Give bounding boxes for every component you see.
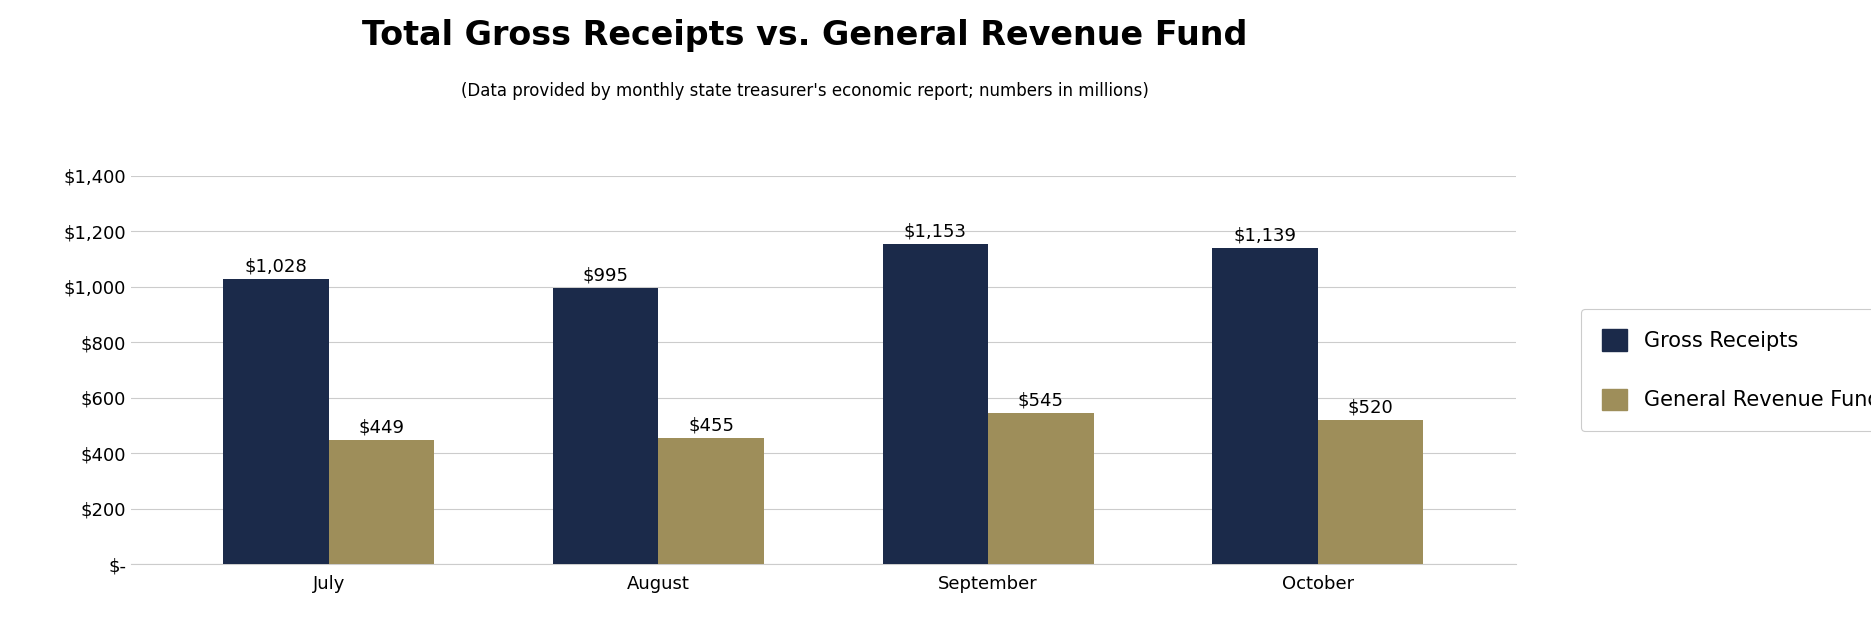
Bar: [329, 440, 434, 564]
Bar: [554, 288, 659, 564]
Bar: [223, 279, 329, 564]
Text: $1,139: $1,139: [1233, 227, 1297, 245]
Text: $1,153: $1,153: [904, 223, 967, 241]
Bar: [988, 413, 1093, 564]
Legend: Gross Receipts, General Revenue Fund: Gross Receipts, General Revenue Fund: [1581, 308, 1871, 431]
Text: $449: $449: [359, 418, 404, 436]
Text: $520: $520: [1347, 399, 1394, 416]
Text: $995: $995: [582, 266, 629, 285]
Text: Total Gross Receipts vs. General Revenue Fund: Total Gross Receipts vs. General Revenue…: [361, 19, 1248, 52]
Bar: [1212, 248, 1317, 564]
Bar: [1317, 420, 1424, 564]
Text: (Data provided by monthly state treasurer's economic report; numbers in millions: (Data provided by monthly state treasure…: [460, 82, 1149, 100]
Text: $1,028: $1,028: [245, 258, 307, 275]
Bar: [659, 438, 763, 564]
Text: $545: $545: [1018, 392, 1065, 409]
Text: $455: $455: [689, 416, 733, 435]
Bar: [883, 244, 988, 564]
